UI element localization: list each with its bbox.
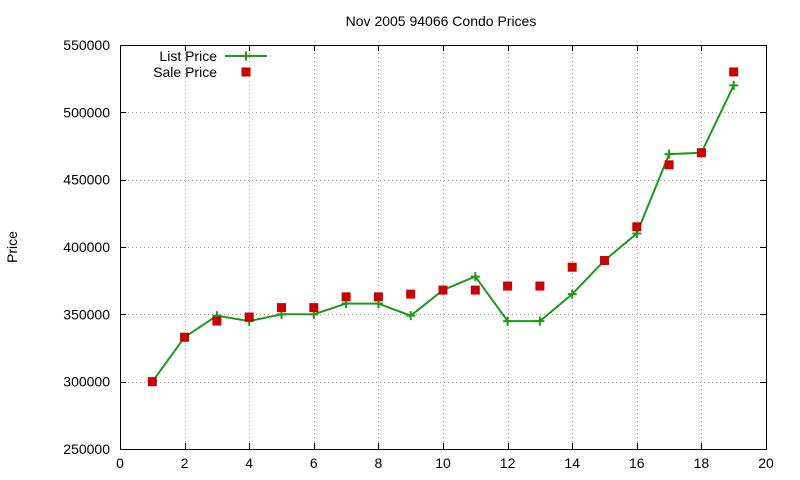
data-point-square [600,255,609,265]
data-point-square [729,67,739,77]
legend-square-marker [241,67,251,77]
x-tick-label: 20 [758,455,774,471]
data-point-plus [406,311,416,321]
x-tick-label: 6 [310,455,318,471]
data-point-square [180,332,190,342]
y-tick-label: 300000 [63,374,110,390]
data-point-square [503,281,513,291]
data-point-square [277,303,286,313]
data-point-square [244,312,254,322]
data-point-square [373,292,383,302]
y-tick-label: 550000 [63,37,110,53]
legend-label: Sale Price [153,64,217,80]
x-tick-label: 18 [694,455,710,471]
x-tick-label: 16 [629,455,645,471]
data-point-square [341,292,351,302]
data-point-plus [535,316,545,326]
y-axis-label: Price [4,231,20,263]
x-tick-label: 0 [116,455,124,471]
legend-label: List Price [159,48,217,64]
series-sale-price [147,67,739,387]
data-point-square [406,289,416,299]
data-point-square [438,285,448,295]
y-tick-label: 450000 [63,172,110,188]
axis-ticks: 0 2 4 6 8 10 12 14 16 18 20 250000 300000 350000 40000… [63,37,774,471]
legend-plus-marker [241,51,251,61]
data-point-square [535,281,545,291]
data-point-plus [470,272,480,282]
chart-title: Nov 2005 94066 Condo Prices [346,13,537,29]
x-tick-label: 12 [500,455,516,471]
data-point-square [212,316,222,326]
series-group [147,67,739,387]
data-point-square [470,285,480,295]
y-tick-label: 350000 [63,306,110,322]
x-tick-label: 8 [375,455,383,471]
y-tick-label: 400000 [63,239,110,255]
x-tick-label: 14 [564,455,580,471]
data-point-square [567,262,577,272]
y-tick-label: 250000 [63,441,110,457]
data-point-square [632,222,642,232]
data-point-square [309,303,319,313]
data-point-plus [503,316,513,326]
data-point-square [147,377,157,387]
data-point-plus [664,149,674,159]
data-point-square [696,148,706,158]
x-tick-label: 10 [435,455,451,471]
x-tick-label: 4 [245,455,253,471]
grid [120,45,766,449]
data-point-plus [729,80,739,90]
y-tick-label: 500000 [63,104,110,120]
data-point-plus [567,289,577,299]
x-tick-label: 2 [181,455,189,471]
data-point-square [664,160,674,170]
plot-area-border [120,45,767,450]
